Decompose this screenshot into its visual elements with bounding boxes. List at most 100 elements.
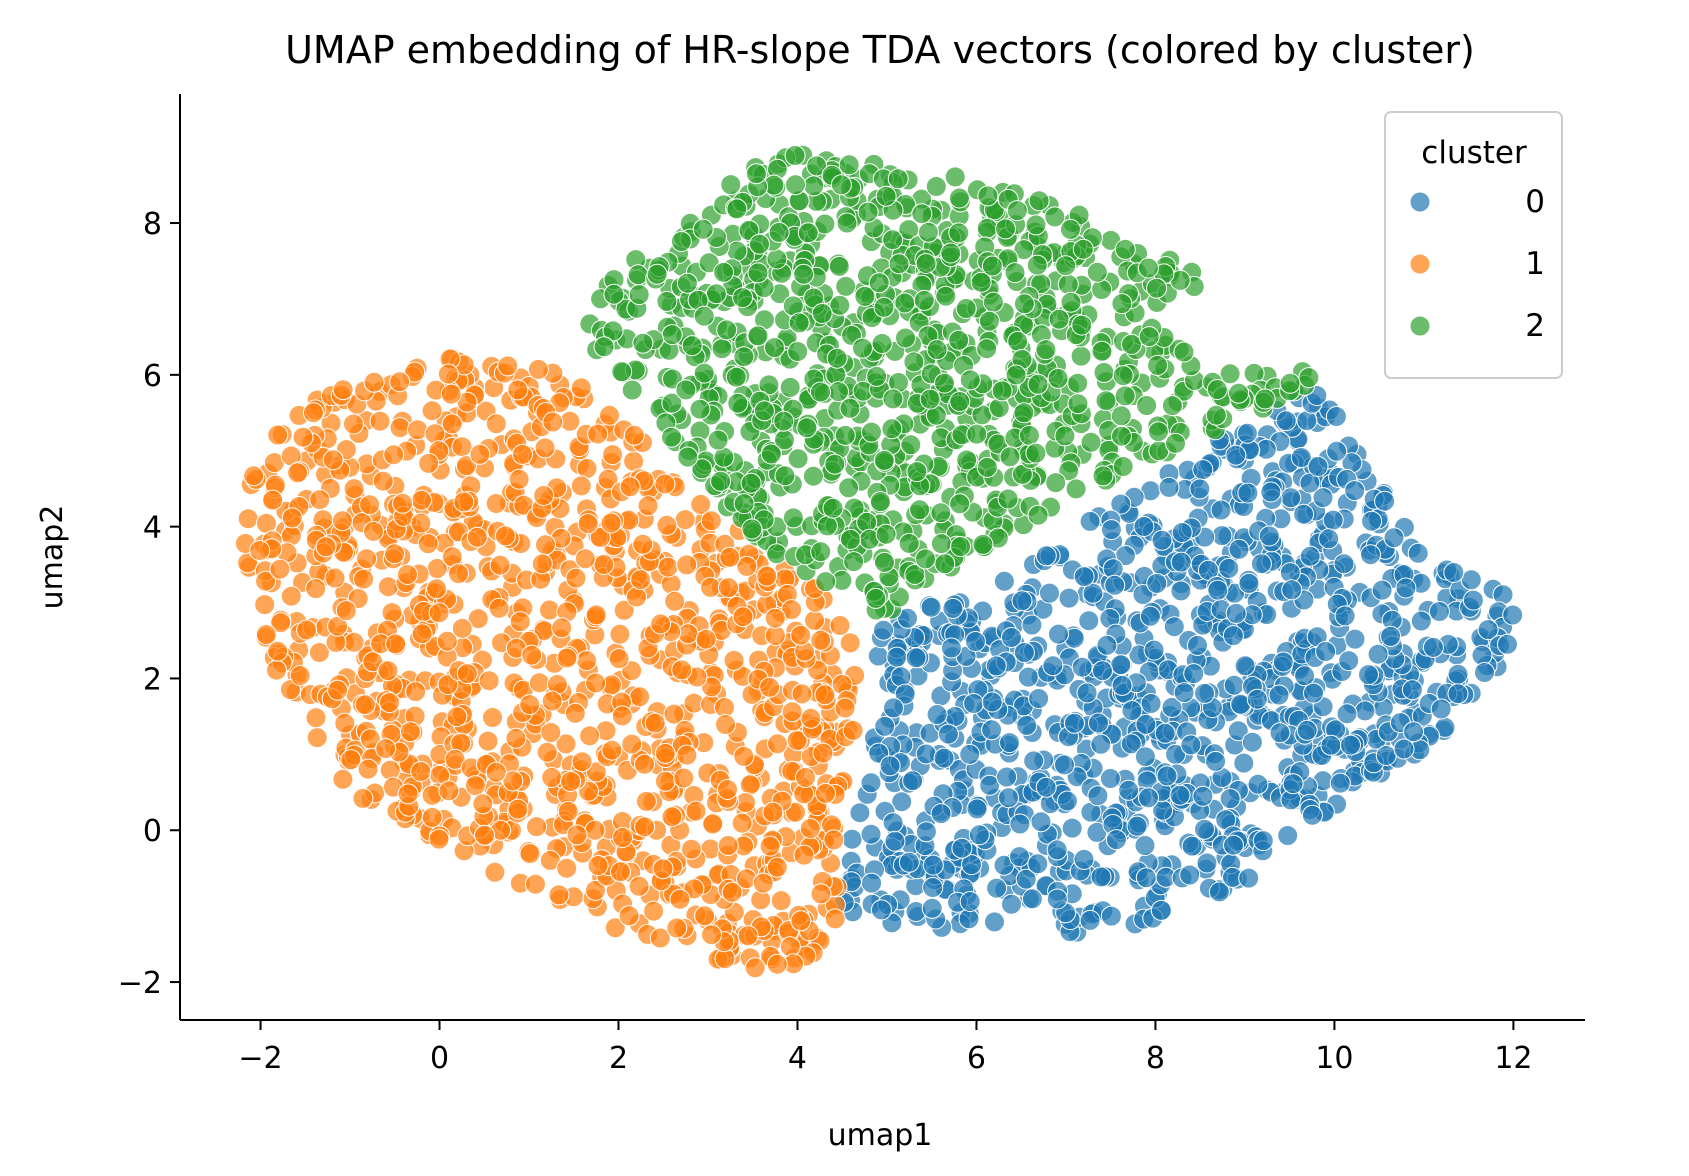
scatter-point-cluster-2	[875, 185, 897, 207]
scatter-point-cluster-2	[716, 319, 738, 341]
scatter-point-cluster-0	[1058, 587, 1080, 609]
scatter-point-cluster-2	[915, 548, 936, 570]
scatter-point-cluster-1	[602, 444, 624, 466]
scatter-point-cluster-2	[997, 488, 1019, 510]
scatter-point-cluster-1	[649, 927, 671, 949]
scatter-point-cluster-0	[1151, 529, 1173, 551]
scatter-point-cluster-0	[1048, 623, 1069, 645]
scatter-point-cluster-0	[968, 824, 990, 846]
scatter-point-cluster-0	[1134, 835, 1156, 856]
scatter-point-cluster-1	[731, 812, 753, 834]
scatter-point-cluster-2	[1055, 255, 1077, 277]
scatter-point-cluster-0	[1222, 625, 1244, 647]
scatter-point-cluster-2	[1048, 308, 1070, 330]
scatter-point-cluster-2	[768, 221, 790, 243]
scatter-point-cluster-0	[1133, 516, 1155, 537]
scatter-point-cluster-1	[372, 470, 394, 492]
scatter-point-cluster-0	[1307, 456, 1329, 477]
scatter-point-cluster-1	[315, 536, 337, 558]
legend-marker-cluster-1	[1409, 253, 1431, 275]
scatter-point-cluster-1	[685, 800, 707, 822]
scatter-point-cluster-0	[1290, 447, 1312, 468]
scatter-point-cluster-1	[306, 727, 328, 749]
scatter-point-cluster-0	[1161, 696, 1183, 718]
scatter-point-cluster-2	[815, 571, 837, 593]
scatter-point-cluster-0	[1247, 773, 1269, 795]
scatter-point-cluster-1	[732, 606, 754, 628]
scatter-point-cluster-1	[671, 659, 693, 681]
scatter-point-cluster-1	[466, 526, 488, 548]
scatter-point-cluster-1	[694, 905, 716, 927]
scatter-point-cluster-0	[1322, 509, 1344, 531]
scatter-point-cluster-2	[835, 275, 857, 297]
scatter-point-cluster-0	[1272, 651, 1294, 673]
scatter-point-cluster-1	[570, 377, 592, 399]
scatter-point-cluster-2	[829, 294, 851, 316]
scatter-point-cluster-2	[1121, 333, 1142, 355]
scatter-point-cluster-1	[764, 607, 786, 629]
scatter-point-cluster-0	[1258, 525, 1280, 547]
scatter-point-cluster-2	[1110, 405, 1132, 427]
scatter-point-cluster-0	[933, 747, 955, 769]
scatter-point-cluster-1	[478, 670, 500, 692]
scatter-point-cluster-1	[609, 623, 631, 645]
scatter-point-cluster-0	[984, 911, 1005, 933]
scatter-point-cluster-0	[1447, 683, 1469, 705]
scatter-point-cluster-2	[948, 329, 970, 351]
scatter-point-cluster-0	[1277, 825, 1299, 846]
scatter-point-cluster-1	[363, 520, 384, 542]
scatter-point-cluster-2	[774, 465, 796, 487]
scatter-point-cluster-1	[485, 413, 507, 435]
scatter-point-cluster-1	[531, 553, 553, 575]
scatter-point-cluster-0	[1163, 616, 1185, 638]
scatter-point-cluster-1	[446, 706, 468, 728]
scatter-point-cluster-1	[584, 819, 606, 841]
scatter-point-cluster-1	[411, 623, 433, 645]
x-tick-label: 12	[1494, 1041, 1532, 1076]
scatter-point-cluster-2	[930, 502, 952, 524]
scatter-point-cluster-1	[759, 676, 781, 698]
scatter-point-cluster-1	[654, 770, 676, 792]
scatter-point-cluster-2	[900, 434, 922, 456]
scatter-point-cluster-0	[1170, 551, 1192, 573]
scatter-point-cluster-1	[717, 835, 739, 856]
scatter-point-cluster-0	[1344, 628, 1366, 650]
scatter-point-cluster-0	[1016, 714, 1038, 736]
scatter-point-cluster-1	[469, 443, 491, 465]
scatter-point-cluster-0	[1088, 712, 1109, 734]
scatter-point-cluster-2	[1047, 367, 1069, 389]
scatter-point-cluster-0	[1329, 772, 1351, 794]
scatter-point-cluster-0	[1189, 478, 1211, 500]
chart-title: UMAP embedding of HR-slope TDA vectors (…	[285, 28, 1475, 72]
scatter-point-cluster-2	[934, 553, 956, 575]
scatter-point-cluster-1	[332, 768, 354, 790]
scatter-point-cluster-2	[903, 351, 925, 373]
scatter-point-cluster-1	[535, 534, 556, 556]
scatter-point-cluster-0	[1110, 654, 1132, 676]
scatter-point-cluster-2	[797, 222, 819, 244]
scatter-point-cluster-0	[1135, 713, 1157, 735]
scatter-point-cluster-0	[1180, 734, 1202, 756]
scatter-point-cluster-1	[548, 884, 570, 906]
scatter-point-cluster-0	[1371, 579, 1393, 601]
scatter-point-cluster-2	[909, 499, 931, 521]
scatter-point-cluster-1	[781, 599, 802, 621]
scatter-point-cluster-0	[1395, 577, 1417, 599]
scatter-point-cluster-1	[676, 744, 698, 766]
scatter-point-cluster-0	[1011, 590, 1033, 612]
scatter-point-cluster-0	[1061, 817, 1083, 839]
scatter-point-cluster-2	[930, 533, 952, 555]
scatter-point-cluster-0	[921, 897, 943, 919]
scatter-point-cluster-1	[752, 872, 774, 894]
scatter-point-cluster-0	[1079, 909, 1101, 931]
scatter-point-cluster-2	[1065, 478, 1087, 500]
scatter-point-cluster-2	[1165, 432, 1186, 454]
scatter-point-cluster-1	[611, 705, 633, 727]
scatter-point-cluster-0	[1023, 750, 1045, 772]
scatter-point-cluster-2	[857, 201, 879, 223]
scatter-point-cluster-2	[773, 410, 795, 432]
scatter-point-cluster-0	[1281, 579, 1303, 601]
scatter-point-cluster-0	[1477, 619, 1499, 641]
scatter-point-cluster-0	[1009, 846, 1030, 868]
scatter-point-cluster-1	[791, 683, 813, 705]
